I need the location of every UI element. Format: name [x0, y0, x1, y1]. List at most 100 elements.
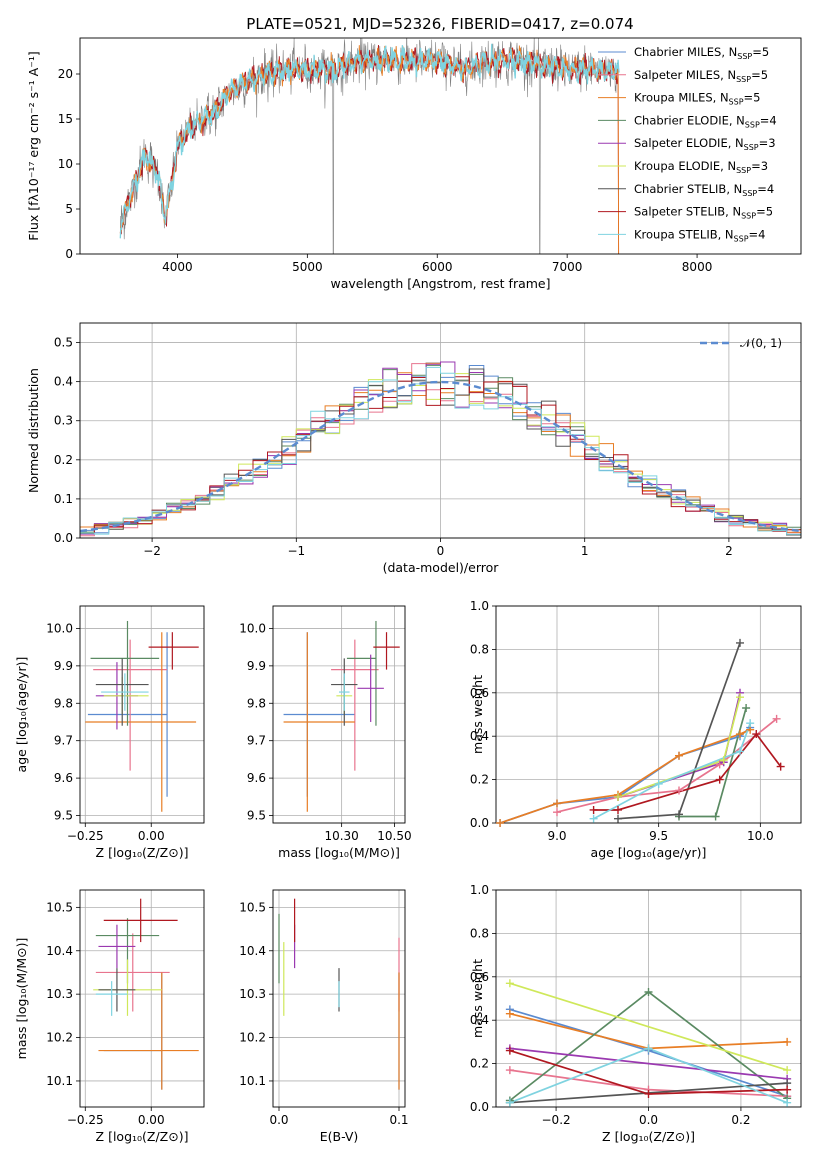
weight-marker-salpeter-stelib [505, 1046, 514, 1055]
errorbar-kroupa-miles [283, 632, 355, 812]
panel-age-vs-Z: −0.25 0.00 9.5 9.6 9.7 9.8 9.9 10.0 Z [log₁₀(Z/Z… [14, 605, 205, 860]
errorbar-kroupa-miles [85, 632, 197, 812]
x-tick-label: 0.00 [138, 1113, 165, 1127]
x-axis-label: Z [log₁₀(Z/Z⊙)] [602, 1129, 695, 1144]
panel-age-vs-mass: 10.30 10.50 9.5 9.6 9.7 9.8 9.9 10.0 mass [log₁₀… [239, 605, 412, 860]
y-tick-label: 0.8 [470, 642, 489, 656]
weight-marker-salpeter-stelib [776, 762, 785, 771]
x-tick-label: 0.1 [389, 1113, 408, 1127]
y-axis-label: Flux [fλ10⁻¹⁷ erg cm⁻² s⁻¹ A⁻¹] [26, 51, 41, 240]
weight-line-salpeter-elodie [617, 692, 741, 798]
errorbar-kroupa-stelib [339, 673, 350, 711]
x-tick-label: 7000 [552, 260, 583, 274]
plot-area [119, 38, 620, 254]
y-tick-label: 10.5 [239, 900, 266, 914]
spectrum-legend: Chabrier MILES, NSSP=5 Salpeter MILES, NS… [598, 45, 777, 243]
legend-entry-kroupa-elodie: Kroupa ELODIE, NSSP=3 [634, 159, 768, 175]
errorbar-chabrier-elodie [90, 620, 160, 726]
plot-area [509, 982, 788, 1104]
y-tick-label: 9.5 [54, 809, 73, 823]
weight-marker-kroupa-elodie [736, 693, 744, 702]
x-tick-label: −0.25 [67, 1113, 104, 1127]
panel-mass-vs-Z: −0.25 0.00 10.1 10.2 10.3 10.4 10.5 Z [log₁₀(Z/… [14, 889, 205, 1144]
y-tick-label: 10.0 [46, 621, 73, 635]
y-tick-label: 15 [58, 112, 73, 126]
panel-weight-vs-age: 9.0 9.5 10.0 0.0 0.2 0.4 0.6 0.8 1.0 age [log₁₀(a… [470, 599, 802, 860]
y-tick-label: 9.8 [247, 696, 266, 710]
plot-area [278, 898, 400, 1090]
weight-marker-chabrier-elodie [711, 812, 720, 821]
y-tick-label: 0 [65, 247, 73, 261]
y-tick-label: 10.4 [46, 944, 73, 958]
errorbar-kroupa-stelib [95, 981, 128, 1016]
x-axis-label: E(B-V) [320, 1129, 359, 1144]
y-axis-label: mass [log₁₀(M/M⊙)] [14, 938, 29, 1060]
y-tick-label: 0.5 [54, 336, 73, 350]
gaussian-curve [80, 380, 801, 533]
x-tick-label: 6000 [422, 260, 453, 274]
y-tick-label: 1.0 [470, 599, 489, 613]
weight-marker-kroupa-miles [736, 730, 744, 739]
x-tick-label: 1 [581, 544, 589, 558]
axes-frame [79, 37, 802, 255]
x-axis-label: wavelength [Angstrom, rest frame] [330, 276, 550, 291]
y-tick-label: 10.2 [239, 1031, 266, 1045]
y-tick-label: 0.4 [54, 375, 73, 389]
x-tick-label: 10.30 [324, 829, 358, 843]
x-tick-label: 9.0 [547, 829, 566, 843]
y-tick-label: 10.1 [239, 1074, 266, 1088]
plot-area [283, 620, 400, 812]
y-tick-label: 9.7 [247, 734, 266, 748]
panel-mass-vs-EBV: 0.0 0.1 10.1 10.2 10.3 10.4 10.5 E(B-V) [239, 889, 409, 1144]
weight-marker-chabrier-stelib [675, 810, 683, 819]
weight-marker-kroupa-elodie [783, 1066, 792, 1075]
weight-marker-kroupa-elodie [719, 756, 728, 765]
axes-frame [272, 605, 406, 824]
x-tick-label: 4000 [162, 260, 193, 274]
y-tick-label: 9.8 [54, 696, 73, 710]
x-tick-label: 9.5 [649, 829, 668, 843]
errorbar-kroupa-elodie [103, 677, 149, 715]
axes-frame [272, 889, 406, 1108]
y-tick-label: 0.6 [470, 686, 489, 700]
weight-marker-salpeter-miles [553, 808, 561, 817]
plot-area [85, 620, 199, 812]
weight-marker-chabrier-stelib [736, 638, 744, 647]
y-axis-label: mass weight [470, 959, 485, 1038]
y-tick-label: 0.1 [54, 492, 73, 506]
y-tick-label: 9.9 [54, 659, 73, 673]
weight-line-kroupa-miles [499, 728, 751, 823]
y-tick-label: 9.6 [247, 771, 266, 785]
x-tick-label: 0.00 [138, 829, 165, 843]
errorbar-salpeter-elodie [98, 924, 136, 969]
y-tick-label: 0.0 [54, 531, 73, 545]
x-axis-label: mass [log₁₀(M/M⊙)] [278, 845, 400, 860]
y-tick-label: 10.3 [46, 987, 73, 1001]
weight-marker-kroupa-miles [675, 751, 683, 760]
weight-line-kroupa-elodie [617, 696, 741, 798]
legend-entry-chabrier-elodie: Chabrier ELODIE, NSSP=4 [634, 113, 777, 129]
y-tick-label: 0.6 [470, 970, 489, 984]
y-tick-label: 9.6 [54, 771, 73, 785]
plot-area [80, 361, 801, 538]
y-tick-label: 9.5 [247, 809, 266, 823]
weight-marker-kroupa-stelib [736, 747, 744, 756]
weight-line-kroupa-stelib [593, 722, 751, 820]
y-tick-label: 10.2 [46, 1031, 73, 1045]
errorbar-kroupa-stelib [101, 673, 149, 711]
legend-entry-kroupa-miles: Kroupa MILES, NSSP=5 [634, 91, 760, 107]
y-tick-label: 1.0 [470, 883, 489, 897]
figure-title: PLATE=0521, MJD=52326, FIBERID=0417, z=0… [246, 15, 633, 33]
y-tick-label: 10 [58, 157, 73, 171]
errorbar-chabrier-elodie [346, 620, 377, 726]
weight-marker-chabrier-elodie [742, 703, 751, 712]
weight-marker-kroupa-stelib [783, 1098, 792, 1107]
weight-marker-kroupa-miles [496, 819, 505, 827]
spectrum-model-salpeter-stelib [119, 44, 620, 254]
weight-marker-kroupa-elodie [614, 792, 622, 801]
y-tick-label: 0.8 [470, 926, 489, 940]
weight-line-salpeter-elodie [509, 1047, 788, 1080]
axes-frame [79, 605, 205, 824]
y-tick-label: 0.3 [54, 414, 73, 428]
